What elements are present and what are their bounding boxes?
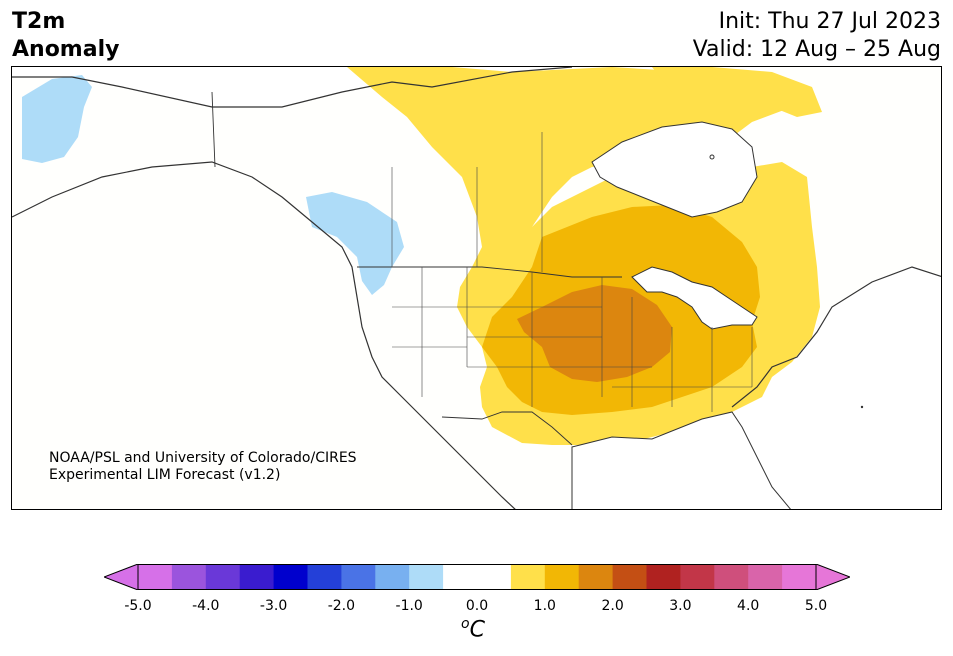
colorbar-tick-label: 4.0 xyxy=(737,598,760,614)
valid-range: Valid: 12 Aug – 25 Aug xyxy=(692,37,941,62)
colorbar-tick-label: -2.0 xyxy=(327,598,356,614)
colorbar-segment xyxy=(239,564,275,590)
warm-anomaly-strong xyxy=(517,285,672,382)
colorbar-segment xyxy=(510,564,546,590)
colorbar-segment xyxy=(680,564,715,590)
credit-text: NOAA/PSL and University of Colorado/CIRE… xyxy=(49,450,357,484)
colorbar-segment xyxy=(578,564,614,590)
title-line-2: Anomaly xyxy=(12,37,120,62)
colorbar-segment xyxy=(409,564,444,590)
colorbar-segment xyxy=(646,564,681,590)
colorbar-outline xyxy=(137,564,817,590)
colorbar-segment xyxy=(341,564,376,590)
cool-anomaly-alaska xyxy=(22,75,92,163)
colorbar-tick-label: 3.0 xyxy=(669,598,692,614)
colorbar-segment xyxy=(375,564,410,590)
colorbar-tick-label: 0.0 xyxy=(465,598,489,614)
title-line-1: T2m xyxy=(12,9,66,34)
colorbar-tick-label: 5.0 xyxy=(804,598,828,614)
init-date: Init: Thu 27 Jul 2023 xyxy=(718,9,941,34)
state-borders xyxy=(391,132,753,412)
credit-line-1: NOAA/PSL and University of Colorado/CIRE… xyxy=(49,450,357,466)
colorbar-unit: oC xyxy=(461,616,485,642)
colorbar-segment xyxy=(307,564,342,590)
colorbar-tick-label: -5.0 xyxy=(124,598,152,614)
colorbar-tick-label: -3.0 xyxy=(259,598,288,614)
coastline xyxy=(12,67,941,509)
anomaly-map xyxy=(11,66,942,510)
unit-superscript: o xyxy=(461,616,470,632)
colorbar-segment xyxy=(477,564,512,590)
map-canvas xyxy=(12,67,941,509)
warm-anomaly-arctic xyxy=(652,67,822,117)
colorbar-under-arrow xyxy=(104,564,139,590)
unit-letter: C xyxy=(469,617,485,643)
forecast-dates: Init: Thu 27 Jul 2023 Valid: 12 Aug – 25… xyxy=(693,8,941,64)
cool-anomaly-canada-west xyxy=(306,192,404,295)
colorbar-tick-label: 1.0 xyxy=(533,598,556,614)
colorbar-segment xyxy=(273,564,308,590)
colorbar-tick-label: 2.0 xyxy=(601,598,624,614)
colorbar-segment xyxy=(205,564,241,590)
colorbar-segment xyxy=(748,564,783,590)
hudson-bay xyxy=(591,121,758,218)
colorbar-ticks: -5.0 -4.0 -3.0 -2.0 -1.0 0.0 1.0 2.0 3.0 4.0 5.0 xyxy=(0,598,953,618)
colorbar-segment xyxy=(612,564,647,590)
colorbar-over-arrow xyxy=(815,564,850,590)
colorbar-segment xyxy=(171,564,207,590)
map-title: T2m Anomaly xyxy=(12,8,119,64)
colorbar-tick-label: -4.0 xyxy=(192,598,220,614)
island xyxy=(709,154,715,160)
colorbar-segment xyxy=(782,564,817,590)
gulf-of-mexico xyxy=(571,411,791,509)
colorbar-segment xyxy=(138,564,173,590)
colorbar-tick-label: -1.0 xyxy=(395,598,423,614)
colorbar xyxy=(104,564,850,590)
island xyxy=(860,405,864,409)
colorbar-segment xyxy=(544,564,580,590)
colorbar-segment xyxy=(443,564,478,590)
great-lakes xyxy=(631,266,758,330)
colorbar-segment xyxy=(714,564,749,590)
credit-line-2: Experimental LIM Forecast (v1.2) xyxy=(49,467,281,483)
